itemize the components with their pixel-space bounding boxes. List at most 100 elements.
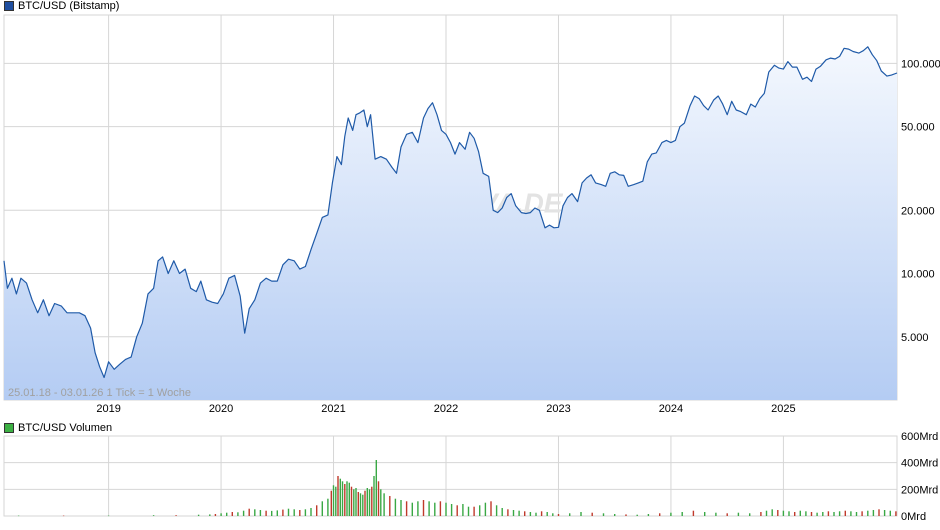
volume-bar <box>490 501 492 516</box>
volume-bar <box>350 486 353 516</box>
volume-legend-swatch <box>4 423 14 433</box>
y-tick-label: 100.000 <box>901 58 940 70</box>
y-tick-label: 20.000 <box>901 205 935 217</box>
volume-bar <box>794 512 796 516</box>
volume-y-tick-label: 200Mrd <box>901 484 938 496</box>
volume-bar <box>833 512 835 516</box>
volume-bar <box>512 510 515 516</box>
volume-bar <box>591 512 593 516</box>
volume-bar <box>259 510 262 516</box>
x-tick-label: 2022 <box>434 403 458 415</box>
volume-bar <box>335 486 337 516</box>
volume-bar <box>445 502 447 516</box>
volume-bar <box>373 476 375 516</box>
volume-bar <box>197 514 200 516</box>
volume-bar <box>889 510 891 516</box>
volume-bar <box>411 502 413 516</box>
volume-bar <box>726 513 728 516</box>
x-tick-label: 2023 <box>546 403 570 415</box>
volume-bar <box>355 488 357 516</box>
volume-bar <box>242 510 245 516</box>
y-tick-label: 50.000 <box>901 122 935 134</box>
volume-bar <box>614 514 616 516</box>
volume-bar <box>467 506 470 516</box>
volume-bar <box>337 476 339 516</box>
volume-bar <box>321 501 323 516</box>
volume-bar <box>524 511 526 516</box>
volume-bar <box>214 514 217 516</box>
volume-bar <box>535 512 537 516</box>
volume-bar <box>855 512 858 516</box>
volume-bar <box>231 512 233 516</box>
volume-bar <box>282 509 284 516</box>
volume-bar <box>380 489 382 516</box>
volume-bar <box>265 510 267 516</box>
volume-bar <box>771 509 773 516</box>
volume-bar <box>293 509 295 516</box>
volume-bar <box>580 512 582 516</box>
price-area <box>4 46 897 401</box>
volume-bar <box>799 510 801 516</box>
volume-bar <box>659 513 661 516</box>
y-tick-label: 10.000 <box>901 269 935 281</box>
volume-bar <box>529 512 532 516</box>
volume-bar <box>473 506 475 516</box>
volume-bar <box>422 500 425 516</box>
price-legend-swatch <box>4 1 14 11</box>
volume-bar <box>287 508 290 516</box>
volume-bar <box>62 515 65 517</box>
volume-bar <box>344 484 346 516</box>
x-tick-label: 2024 <box>659 403 683 415</box>
volume-bar <box>276 510 278 516</box>
volume-bar <box>540 511 543 516</box>
volume-bar <box>602 513 605 516</box>
volume-bar <box>327 498 329 516</box>
volume-bar <box>636 514 638 516</box>
volume-bar <box>434 502 436 516</box>
volume-bar <box>366 488 368 516</box>
volume-bar <box>838 511 841 516</box>
x-tick-label: 2021 <box>321 403 345 415</box>
volume-bar <box>782 510 785 516</box>
volume-bar <box>394 498 397 516</box>
volume-bar <box>557 514 560 516</box>
volume-bar <box>450 504 453 516</box>
volume-bar <box>777 510 779 516</box>
volume-bar <box>405 501 408 516</box>
volume-bar <box>462 504 464 516</box>
volume-bar <box>220 513 222 516</box>
x-tick-label: 2020 <box>209 403 233 415</box>
volume-bar <box>805 511 807 516</box>
volume-y-tick-label: 600Mrd <box>901 431 938 443</box>
volume-legend: BTC/USD Volumen <box>4 422 112 434</box>
volume-bar <box>248 508 250 516</box>
price-legend: BTC/USD (Bitstamp) <box>4 0 119 12</box>
volume-bar <box>681 512 683 516</box>
volume-bar <box>417 501 419 516</box>
volume-bar <box>377 481 380 516</box>
volume-bar <box>439 501 442 516</box>
volume-bar <box>107 515 110 517</box>
volume-bar <box>271 510 273 516</box>
volume-bar <box>357 492 359 516</box>
volume-bar <box>546 512 548 516</box>
volume-bar <box>304 509 307 516</box>
volume-bar <box>364 490 366 516</box>
volume-bar <box>878 509 880 516</box>
volume-bar <box>822 512 824 516</box>
volume-bar <box>552 513 554 516</box>
volume-bar <box>346 481 348 516</box>
volume-bar <box>371 486 373 516</box>
volume-bar <box>152 515 155 516</box>
volume-bar <box>670 512 672 516</box>
volume-bar <box>17 515 20 517</box>
volume-bar <box>760 512 762 516</box>
volume-bar <box>788 511 790 516</box>
volume-bar <box>861 511 863 516</box>
volume-bar <box>359 493 362 516</box>
volume-bar <box>810 512 813 516</box>
range-info: 25.01.18 - 03.01.26 1 Tick = 1 Woche <box>8 387 191 399</box>
volume-chart: 600Mrd 400Mrd 200Mrd 0Mrd <box>3 431 938 523</box>
volume-bar <box>341 481 344 516</box>
